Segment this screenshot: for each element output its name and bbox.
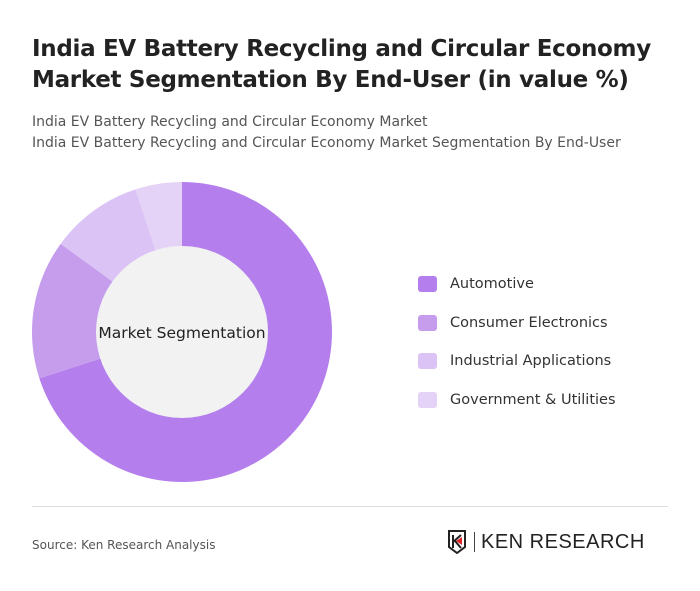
subtitle-market: India EV Battery Recycling and Circular … <box>32 114 428 130</box>
ken-logo-icon <box>448 530 466 554</box>
legend-swatch <box>418 391 437 408</box>
legend-label: Industrial Applications <box>450 353 612 370</box>
legend-item-industrial-applications: Industrial Applications <box>418 342 616 381</box>
legend-item-government-utilities: Government & Utilities <box>418 381 616 420</box>
logo-separator <box>474 532 475 552</box>
logo-text: KEN RESEARCH <box>481 530 645 553</box>
donut-center <box>96 246 268 418</box>
legend-item-automotive: Automotive <box>418 265 616 304</box>
legend: Automotive Consumer Electronics Industri… <box>418 265 616 419</box>
legend-label: Automotive <box>450 276 534 293</box>
legend-label: Consumer Electronics <box>450 314 608 331</box>
legend-label: Government & Utilities <box>450 391 616 408</box>
donut-chart: Market Segmentation <box>32 182 332 482</box>
source-note: Source: Ken Research Analysis <box>32 538 216 552</box>
subtitle-segmentation: India EV Battery Recycling and Circular … <box>32 135 621 151</box>
center-label: Market Segmentation <box>98 324 265 342</box>
legend-item-consumer-electronics: Consumer Electronics <box>418 304 616 343</box>
chart-title: India EV Battery Recycling and Circular … <box>32 36 651 93</box>
divider <box>32 506 668 507</box>
legend-swatch <box>418 314 437 331</box>
legend-swatch <box>418 276 437 293</box>
ken-research-logo: KEN RESEARCH <box>447 530 645 554</box>
legend-swatch <box>418 353 437 370</box>
